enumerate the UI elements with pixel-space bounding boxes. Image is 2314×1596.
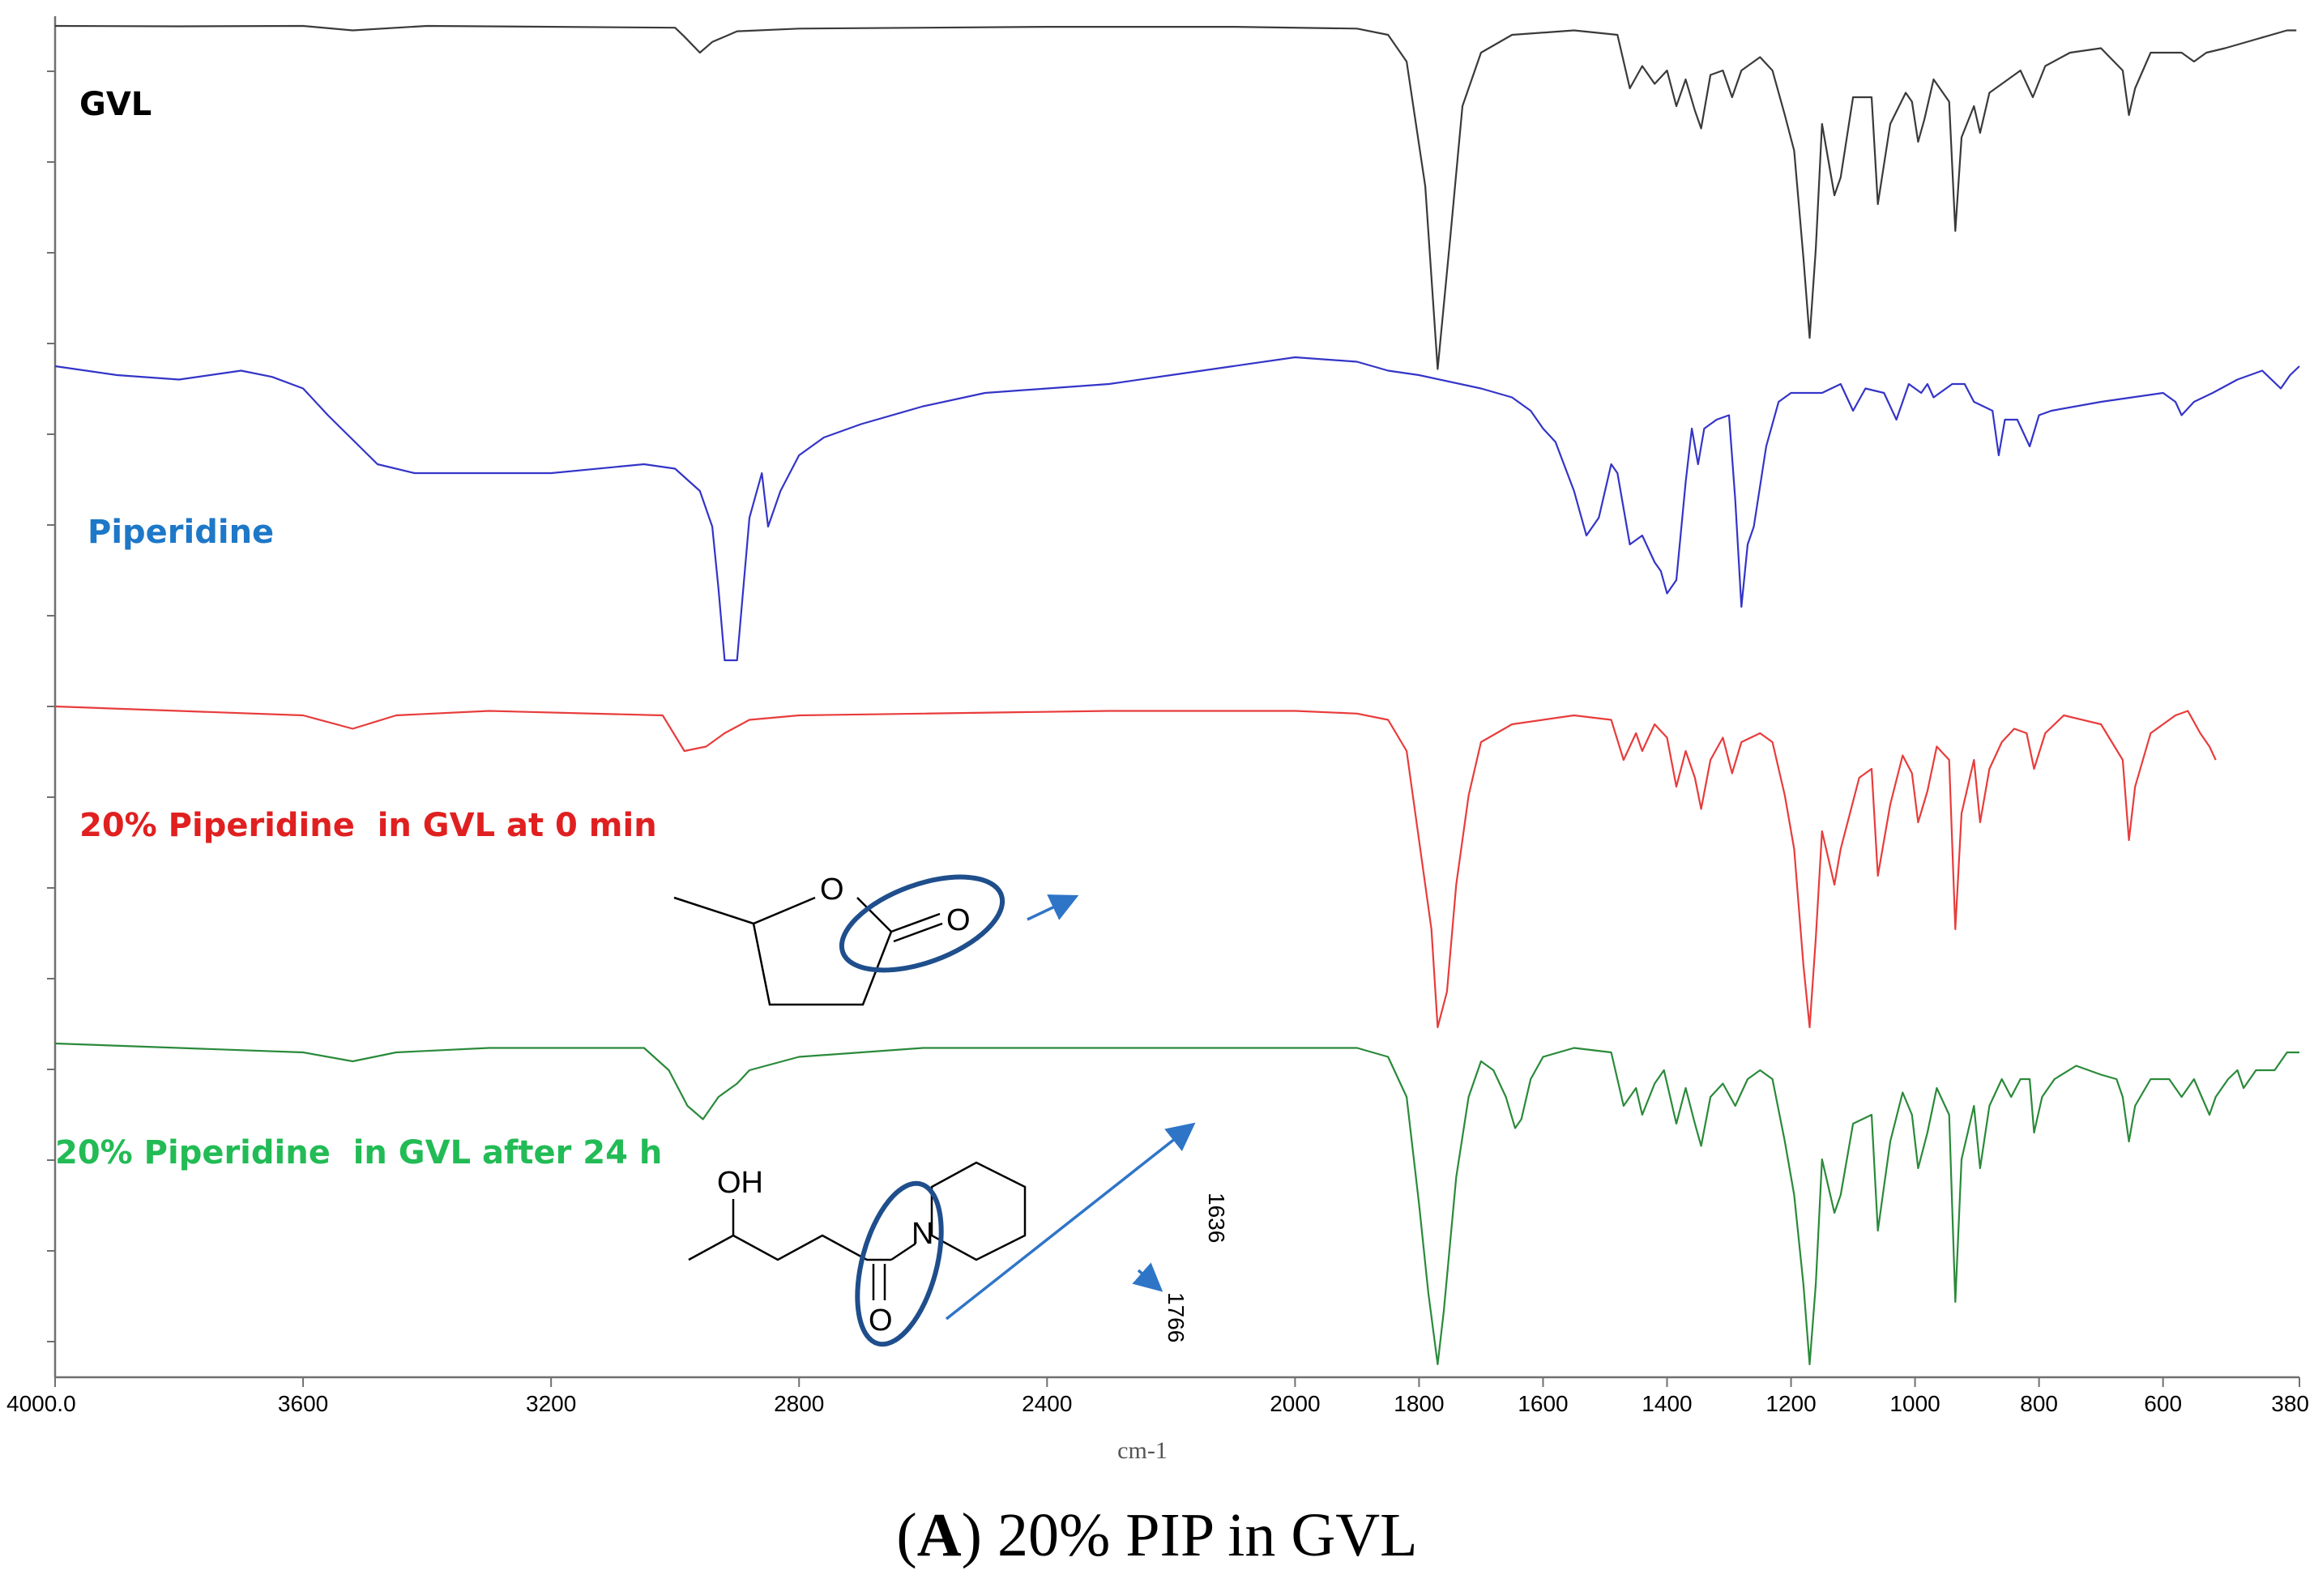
x-tick-label: 1600 (1518, 1391, 1568, 1416)
gvl-carbonyl-bond-2 (893, 922, 943, 943)
series-label-gvl: GVL (79, 86, 152, 123)
x-tick-label: 2400 (1022, 1391, 1072, 1416)
x-tick-label: 1400 (1642, 1391, 1692, 1416)
x-axis-ticks: 4000.0 3600 3200 2800 2400 2000 1800 1600 1400 12… (6, 1377, 2309, 1416)
x-tick-label: 2800 (774, 1391, 824, 1416)
x-tick-label: 380 (2271, 1391, 2309, 1416)
gvl-structure: O O (673, 873, 1005, 1006)
amide-cn-bond (890, 1242, 916, 1261)
series-label-piperidine: Piperidine (88, 514, 274, 551)
piperidine-ring (930, 1161, 1027, 1261)
gvl-carbonyl-bond (890, 912, 941, 933)
x-tick-label: 1200 (1765, 1391, 1816, 1416)
arrow-to-1766-label (1132, 1262, 1163, 1292)
x-tick-label: 4000.0 (6, 1391, 76, 1416)
x-tick-label: 1000 (1889, 1391, 1940, 1416)
spectra-traces (54, 24, 2300, 1366)
gvl-ring-oxygen: O (820, 873, 844, 907)
peak-label-1766: 1766 (1163, 1292, 1189, 1342)
x-axis-label: cm-1 (1117, 1437, 1168, 1464)
spectrum-trace-4 (54, 1042, 2299, 1366)
spectrum-trace-2 (54, 356, 2300, 662)
x-tick-label: 3600 (278, 1391, 328, 1416)
arrow-to-1636-peak (945, 1122, 1196, 1321)
caption-text: 20% PIP in GVL (982, 1501, 1418, 1569)
caption-close-paren: ) (962, 1501, 982, 1569)
spectrum-trace-3 (54, 705, 2217, 1029)
gvl-ring-bonds (752, 897, 893, 1006)
series-label-0-min: 20% Piperidine in GVL at 0 min (79, 807, 657, 844)
gvl-carbonyl-oxygen: O (946, 903, 971, 937)
series-label-24-h: 20% Piperidine in GVL after 24 h (55, 1134, 662, 1171)
x-tick-label: 1800 (1394, 1391, 1444, 1416)
x-tick-label: 800 (2020, 1391, 2058, 1416)
caption-open-paren: ( (896, 1501, 916, 1569)
amide-chain-bonds (688, 1234, 891, 1261)
amide-nitrogen: N (912, 1217, 933, 1251)
x-tick-label: 3200 (526, 1391, 576, 1416)
arrow-to-1766-peak-0min (1027, 894, 1079, 921)
peak-label-1636: 1636 (1204, 1193, 1229, 1243)
gvl-bonds (673, 896, 816, 925)
amide-highlight-oval (855, 1180, 944, 1347)
x-tick-label: 2000 (1270, 1391, 1320, 1416)
spectrum-trace-1 (54, 24, 2297, 370)
figure-caption: (A) 20% PIP in GVL (896, 1501, 1417, 1569)
y-axis-ticks (47, 70, 55, 1342)
amide-structure: OH N O (688, 1161, 1027, 1347)
carbonyl-highlight-oval (839, 874, 1005, 973)
amide-hydroxyl: OH (717, 1166, 763, 1200)
amide-carbonyl-oxygen: O (869, 1304, 893, 1338)
x-tick-label: 600 (2144, 1391, 2182, 1416)
caption-letter: A (917, 1501, 962, 1569)
